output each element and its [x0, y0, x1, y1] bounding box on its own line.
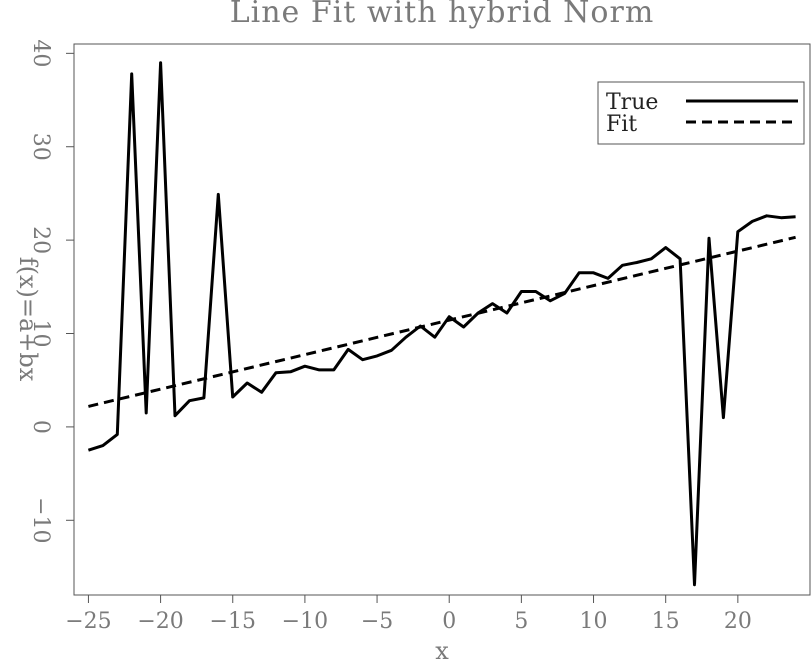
series-line-fit [88, 235, 796, 408]
x-tick-label: −15 [210, 609, 256, 634]
legend-label-fit: Fit [606, 112, 637, 137]
y-tick-label: 10 [28, 320, 53, 348]
y-tick-label: 40 [28, 39, 53, 67]
x-tick-label: 0 [442, 609, 456, 634]
plot-frame [73, 43, 811, 596]
legend-label-true: True [606, 90, 658, 115]
legend: True Fit [597, 81, 805, 145]
x-tick-label: −20 [137, 609, 183, 634]
x-tick-label: 10 [580, 609, 608, 634]
x-tick-label: −5 [361, 609, 393, 634]
y-tick-label: 30 [28, 133, 53, 161]
x-tick-label: −10 [282, 609, 328, 634]
x-tick-label: 20 [724, 609, 752, 634]
x-tick-label: −25 [65, 609, 111, 634]
x-axis-label: x [435, 637, 449, 659]
y-axis-label: f(x)=a+bx [14, 257, 42, 382]
x-tick-label: 5 [514, 609, 528, 634]
y-tick-label: 20 [28, 226, 53, 254]
y-tick-label: −10 [28, 497, 53, 543]
y-axis: −10 0 10 20 30 40 [28, 39, 74, 544]
chart-title: Line Fit with hybrid Norm [230, 0, 655, 30]
series-line-true [87, 61, 796, 587]
legend-box [597, 81, 805, 145]
x-axis: −25 −20 −15 −10 −5 0 5 10 15 20 [65, 595, 752, 634]
y-tick-label: 0 [28, 420, 53, 434]
x-tick-label: 15 [652, 609, 680, 634]
series-layer [87, 61, 796, 587]
